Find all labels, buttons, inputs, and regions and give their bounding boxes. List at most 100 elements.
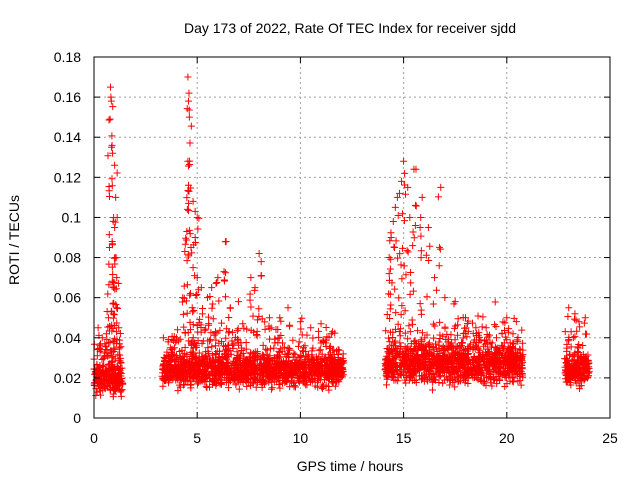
- data-point: [206, 293, 214, 301]
- data-point: [309, 334, 317, 342]
- data-point: [108, 277, 116, 285]
- data-point: [496, 369, 504, 377]
- data-point: [448, 362, 456, 370]
- data-point: [430, 334, 438, 342]
- data-point: [472, 329, 480, 337]
- data-point: [492, 334, 500, 342]
- data-point: [294, 342, 302, 350]
- data-point: [335, 378, 343, 386]
- data-point: [239, 374, 247, 382]
- data-point: [183, 205, 191, 213]
- data-point: [282, 358, 290, 366]
- data-point: [420, 345, 428, 353]
- data-point: [293, 369, 301, 377]
- data-point: [108, 132, 116, 140]
- data-point: [464, 320, 472, 328]
- data-point: [426, 242, 434, 250]
- data-point: [295, 338, 303, 346]
- data-point: [395, 294, 403, 302]
- data-point: [387, 348, 395, 356]
- data-point: [251, 356, 259, 364]
- y-tick-label: 0.02: [54, 370, 81, 386]
- data-point: [316, 363, 324, 371]
- data-point: [478, 378, 486, 386]
- data-point: [198, 363, 206, 371]
- data-point: [101, 380, 109, 388]
- data-point: [245, 378, 253, 386]
- data-point: [285, 353, 293, 361]
- data-point: [514, 350, 522, 358]
- data-point: [299, 368, 307, 376]
- data-point: [259, 372, 267, 380]
- data-point: [115, 336, 123, 344]
- data-point: [297, 325, 305, 333]
- data-point: [167, 353, 175, 361]
- data-point: [444, 338, 452, 346]
- data-point: [301, 355, 309, 363]
- x-tick-labels: 0 5 10 15 20 25: [90, 430, 618, 446]
- data-point: [218, 319, 226, 327]
- data-point: [220, 276, 228, 284]
- data-point: [563, 347, 571, 355]
- data-point: [455, 367, 463, 375]
- data-point: [493, 345, 501, 353]
- data-point: [257, 272, 265, 280]
- data-point: [464, 380, 472, 388]
- data-point: [204, 337, 212, 345]
- data-point: [581, 314, 589, 322]
- data-point: [187, 122, 195, 130]
- data-point: [118, 386, 126, 394]
- data-point: [465, 344, 473, 352]
- data-point: [211, 349, 219, 357]
- data-point: [423, 331, 431, 339]
- data-point: [208, 284, 216, 292]
- data-point: [573, 369, 581, 377]
- data-point: [274, 325, 282, 333]
- data-point: [108, 354, 116, 362]
- data-point: [519, 339, 527, 347]
- data-point: [255, 305, 263, 313]
- data-point: [323, 373, 331, 381]
- data-point: [261, 318, 269, 326]
- data-point: [322, 323, 330, 331]
- data-point: [568, 357, 576, 365]
- data-point: [580, 319, 588, 327]
- data-point: [116, 344, 124, 352]
- data-point: [387, 229, 395, 237]
- data-point: [337, 365, 345, 373]
- data-point: [392, 376, 400, 384]
- data-point: [110, 284, 118, 292]
- data-point: [428, 386, 436, 394]
- data-point: [186, 139, 194, 147]
- data-point: [403, 353, 411, 361]
- data-point: [422, 251, 430, 259]
- data-point: [215, 347, 223, 355]
- data-point: [435, 262, 443, 270]
- data-point: [332, 365, 340, 373]
- data-point: [439, 332, 447, 340]
- chart-title: Day 173 of 2022, Rate Of TEC Index for r…: [184, 20, 516, 36]
- data-point: [463, 333, 471, 341]
- data-point: [111, 223, 119, 231]
- data-point: [96, 378, 104, 386]
- data-point: [401, 307, 409, 315]
- data-point: [170, 372, 178, 380]
- data-point: [309, 374, 317, 382]
- data-point: [217, 363, 225, 371]
- data-point: [179, 375, 187, 383]
- data-point: [109, 390, 117, 398]
- data-point: [386, 237, 394, 245]
- data-point: [185, 97, 193, 105]
- data-point: [181, 240, 189, 248]
- data-point: [481, 337, 489, 345]
- data-point: [436, 360, 444, 368]
- data-point: [185, 113, 193, 121]
- data-point: [330, 351, 338, 359]
- data-point: [454, 315, 462, 323]
- data-point: [444, 358, 452, 366]
- data-point: [182, 236, 190, 244]
- data-point: [404, 183, 412, 191]
- data-point: [173, 352, 180, 360]
- data-point: [517, 368, 525, 376]
- x-tick-label: 0: [90, 430, 98, 446]
